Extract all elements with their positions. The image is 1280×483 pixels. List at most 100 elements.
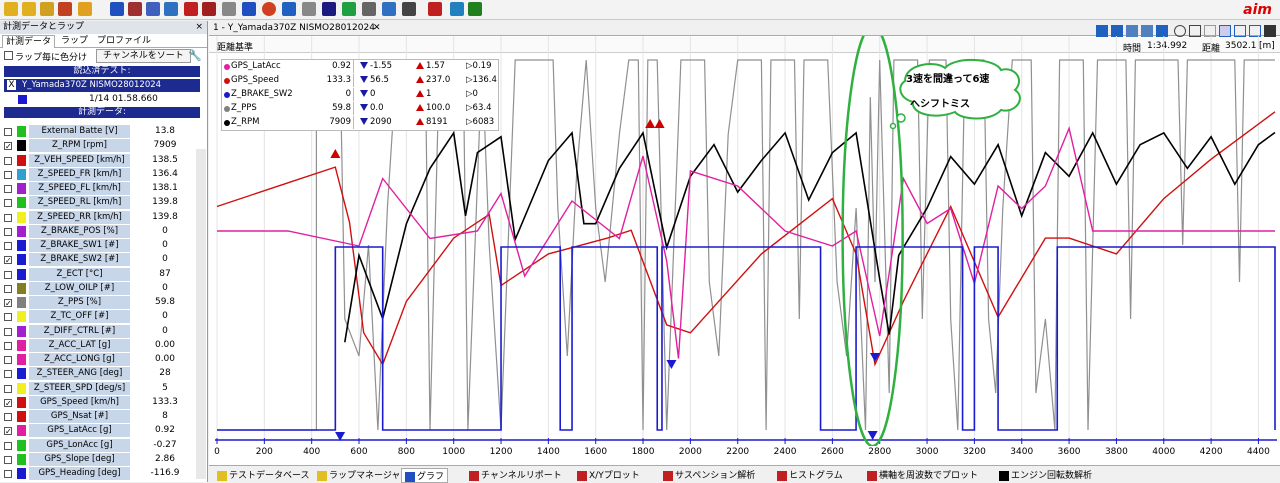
cursor-icon[interactable] [302, 2, 316, 16]
channel-checkbox[interactable] [4, 170, 12, 179]
sort-channels-button[interactable]: チャンネルをソート [96, 49, 191, 63]
channel-checkbox[interactable]: ✓ [4, 299, 12, 308]
bar-icon[interactable] [128, 2, 142, 16]
channel-checkbox[interactable] [4, 441, 12, 450]
channel-checkbox[interactable] [4, 156, 12, 165]
channel-row[interactable]: ✓ Z_PPS [%] 59.8 [0, 296, 200, 310]
tab-xy-plot[interactable]: X/Yプロット [577, 468, 640, 481]
tag-icon[interactable] [342, 2, 356, 16]
close-tab-icon[interactable]: ✕ [373, 23, 381, 33]
export-icon[interactable] [58, 2, 72, 16]
layout-icon[interactable] [1204, 25, 1216, 37]
legend-row[interactable]: GPS_Speed 133.3 56.5 237.0 ▷136.4 [222, 74, 500, 87]
legend-row[interactable]: GPS_LatAcc 0.92 -1.55 1.57 ▷0.19 [222, 60, 500, 73]
channel-row[interactable]: Z_ACC_LONG [g] 0.00 [0, 353, 200, 367]
tab-measure-data[interactable]: 計測データ [2, 35, 56, 48]
wrench-icon[interactable] [1264, 25, 1276, 37]
channel-checkbox[interactable] [4, 455, 12, 464]
grid-icon[interactable] [222, 2, 236, 16]
zoom-in-icon[interactable] [1096, 25, 1108, 37]
channel-checkbox[interactable]: ✓ [4, 398, 12, 408]
channel-row[interactable]: Z_ECT [°C] 87 [0, 267, 200, 282]
channel-checkbox[interactable] [4, 327, 12, 336]
split-axis-icon[interactable] [1234, 25, 1246, 37]
clock-icon[interactable] [262, 2, 276, 16]
folder-icon[interactable] [4, 2, 18, 16]
channel-checkbox[interactable] [4, 185, 12, 193]
channel-row[interactable]: Z_SPEED_RL [km/h] 139.8 [0, 196, 200, 211]
channel-row[interactable]: ✓ GPS_Speed [km/h] 133.3 [0, 395, 200, 410]
channel-checkbox[interactable] [4, 384, 12, 393]
track-icon[interactable] [282, 2, 296, 16]
lap-row[interactable]: 1/14 01.58.660 [4, 93, 200, 106]
pen-icon[interactable] [322, 2, 336, 16]
lap-color-checkbox[interactable] [4, 51, 13, 60]
legend-row[interactable]: Z_PPS 59.8 0.0 100.0 ▷63.4 [222, 102, 500, 115]
channel-checkbox[interactable]: ✓ [4, 256, 12, 266]
stack-icon[interactable] [1249, 25, 1261, 37]
open-icon[interactable] [22, 2, 36, 16]
channel-row[interactable]: Z_SPEED_FR [km/h] 136.4 [0, 167, 200, 182]
grid-toggle-icon[interactable] [1189, 25, 1201, 37]
tab-frequency-plot[interactable]: 横軸を周波数でプロット [867, 468, 978, 481]
legend-row[interactable]: Z_BRAKE_SW2 0 0 1 ▷0 [222, 88, 500, 101]
table-icon[interactable] [202, 2, 216, 16]
channel-checkbox[interactable]: ✓ [4, 427, 12, 437]
channel-scrollbar[interactable] [196, 149, 206, 479]
channel-checkbox[interactable] [4, 227, 12, 236]
save-icon[interactable] [40, 2, 54, 16]
channel-row[interactable]: GPS_LonAcc [g] -0.27 [0, 438, 200, 453]
document-tab[interactable]: 1 - Y_Yamada370Z NISMO28012024 ✕ [209, 21, 1280, 36]
channel-row[interactable]: Z_LOW_OILP [#] 0 [0, 281, 200, 296]
graph-plot[interactable] [215, 36, 1277, 446]
channel-row[interactable]: GPS_Slope [deg] 2.86 [0, 452, 200, 467]
tab-laps[interactable]: ラップ [61, 36, 89, 46]
channel-checkbox[interactable] [4, 270, 12, 279]
tab-histogram[interactable]: ヒストグラム [777, 468, 843, 481]
zoom-out-icon[interactable] [1111, 25, 1123, 37]
settings-icon[interactable] [78, 2, 92, 16]
channel-checkbox[interactable] [4, 199, 12, 208]
legend-row[interactable]: Z_RPM 7909 2090 8191 ▷6083 [222, 116, 500, 129]
test-remove-icon[interactable]: X [7, 80, 16, 90]
tab-test-database[interactable]: テストデータベース [217, 468, 310, 481]
clock-icon[interactable] [1174, 25, 1186, 37]
video-icon[interactable] [468, 2, 482, 16]
print-icon[interactable] [402, 2, 416, 16]
channel-row[interactable]: Z_STEER_ANG [deg] 28 [0, 367, 200, 382]
channel-row[interactable]: Z_BRAKE_SW1 [#] 0 [0, 239, 200, 253]
channel-row[interactable]: Z_TC_OFF [#] 0 [0, 310, 200, 325]
hist-icon[interactable] [164, 2, 178, 16]
channel-checkbox[interactable] [4, 356, 12, 364]
channel-row[interactable]: Z_BRAKE_POS [%] 0 [0, 224, 200, 239]
search-icon[interactable] [1156, 25, 1168, 37]
fit-icon[interactable] [1126, 25, 1138, 37]
channel-checkbox[interactable] [4, 470, 12, 478]
channel-checkbox[interactable] [4, 370, 12, 379]
tab-engine-analysis[interactable]: エンジン回転数解析 [999, 468, 1092, 481]
channel-row[interactable]: Z_SPEED_RR [km/h] 139.8 [0, 210, 200, 225]
single-axis-icon[interactable] [1219, 25, 1231, 37]
channel-checkbox[interactable] [4, 413, 12, 421]
channel-row[interactable]: Z_SPEED_FL [km/h] 138.1 [0, 182, 200, 196]
channel-row[interactable]: GPS_Nsat [#] 8 [0, 410, 200, 424]
channel-checkbox[interactable] [4, 313, 12, 322]
marker-icon[interactable] [184, 2, 198, 16]
tab-profile[interactable]: プロファイル [97, 36, 152, 46]
channel-row[interactable]: External Batte [V] 13.8 [0, 125, 200, 139]
channel-row[interactable]: Z_VEH_SPEED [km/h] 138.5 [0, 153, 200, 168]
tab-lap-manager[interactable]: ラップマネージャ [317, 468, 400, 481]
link-icon[interactable] [362, 2, 376, 16]
channel-row[interactable]: Z_ACC_LAT [g] 0.00 [0, 338, 200, 353]
channel-row[interactable]: Z_STEER_SPD [deg/s] 5 [0, 381, 200, 396]
gauge-icon[interactable] [242, 2, 256, 16]
channel-checkbox[interactable] [4, 341, 12, 350]
channel-row[interactable]: Z_DIFF_CTRL [#] 0 [0, 324, 200, 339]
channel-row[interactable]: ✓ Z_BRAKE_SW2 [#] 0 [0, 253, 200, 268]
test-row[interactable]: X Y_Yamada370Z NISMO28012024 [4, 79, 200, 92]
tab-suspension[interactable]: サスペンション解析 [663, 468, 755, 481]
channel-checkbox[interactable] [4, 213, 12, 222]
channel-checkbox[interactable]: ✓ [4, 142, 12, 152]
close-icon[interactable]: × [195, 22, 203, 32]
print-preview-icon[interactable] [382, 2, 396, 16]
